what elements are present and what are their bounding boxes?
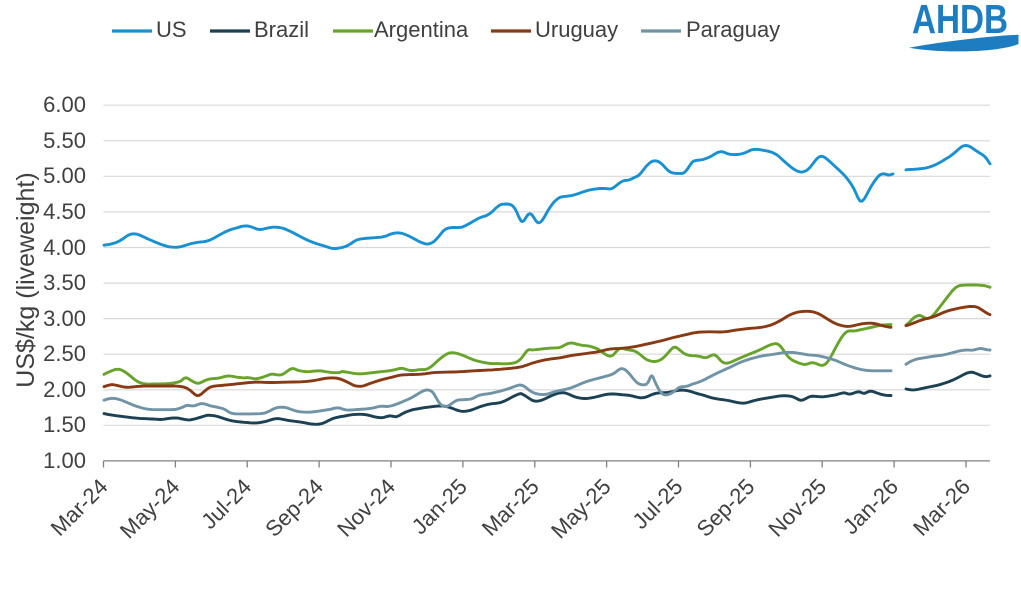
svg-text:Jul-24: Jul-24: [196, 474, 256, 534]
svg-text:AHDB: AHDB: [912, 0, 1008, 42]
svg-text:May-24: May-24: [115, 474, 185, 544]
svg-text:Mar-25: Mar-25: [477, 474, 544, 541]
svg-text:Nov-24: Nov-24: [332, 474, 400, 542]
svg-text:Jul-25: Jul-25: [627, 474, 687, 534]
svg-text:May-25: May-25: [546, 474, 616, 544]
svg-text:Mar-26: Mar-26: [908, 474, 975, 541]
svg-text:Sep-25: Sep-25: [692, 474, 760, 542]
svg-text:Nov-25: Nov-25: [763, 474, 831, 542]
svg-text:Jan-26: Jan-26: [838, 474, 903, 539]
svg-text:Sep-24: Sep-24: [260, 474, 328, 542]
svg-text:Jan-25: Jan-25: [407, 474, 472, 539]
svg-text:Mar-24: Mar-24: [46, 474, 113, 541]
